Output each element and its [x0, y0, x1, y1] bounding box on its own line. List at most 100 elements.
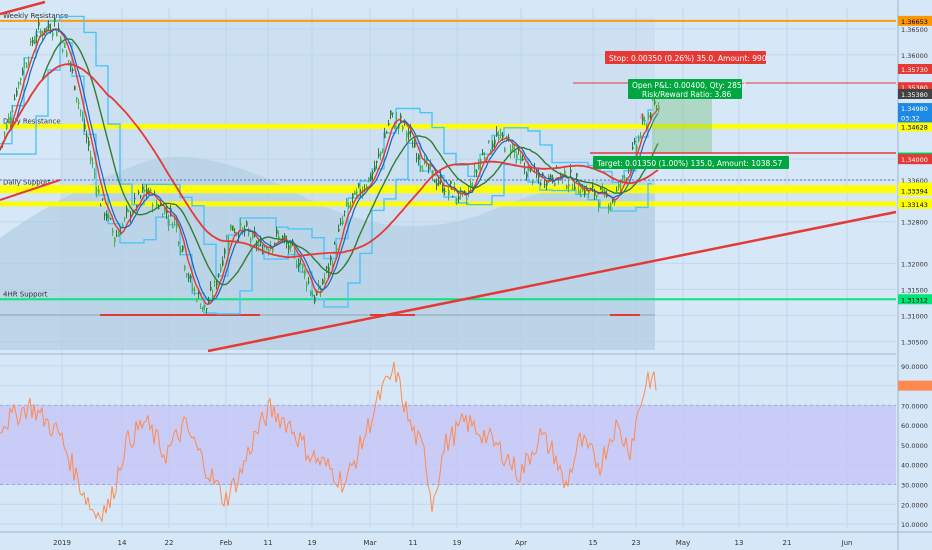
candle-body	[138, 191, 140, 193]
candle-body	[110, 218, 112, 220]
candle-body	[576, 173, 578, 177]
trendline[interactable]	[0, 0, 897, 353]
candle-body	[654, 101, 656, 104]
rsi-tick-label-0: 10.0000	[901, 521, 928, 529]
price-badge-label-4: 03:32	[901, 114, 920, 122]
candle-body	[218, 273, 220, 276]
position-tool[interactable]: Stop: 0.00350 (0.26%) 35.0, Amount: 990 O…	[573, 51, 896, 169]
time-tick-label-5: 19	[308, 539, 317, 547]
level-name-0: Weekly Resistance	[3, 12, 68, 20]
candle-body	[182, 245, 184, 251]
candle-body	[602, 188, 604, 191]
candle-body	[46, 26, 48, 28]
candle-body	[614, 199, 616, 203]
candle-body	[166, 211, 168, 214]
rsi-tick-label-5: 60.0000	[901, 422, 928, 430]
candle-body	[62, 49, 64, 52]
candle-body	[414, 142, 416, 148]
candle-body	[342, 220, 344, 224]
candle-body	[644, 120, 646, 123]
rsi-tick-label-6: 70.0000	[901, 402, 928, 410]
candle-body	[120, 232, 122, 235]
price-tick-label-0: 1.30500	[901, 339, 928, 347]
candle-body	[616, 190, 618, 192]
candle-body	[4, 132, 6, 134]
candle-body	[296, 264, 298, 268]
candle-body	[438, 180, 440, 185]
time-tick-label-15: Jun	[841, 539, 853, 547]
candle-body	[588, 191, 590, 194]
candle-body	[388, 123, 390, 125]
candle-body	[606, 195, 608, 197]
candle-body	[320, 288, 322, 293]
candle-body	[542, 172, 544, 177]
candle-body	[288, 245, 290, 250]
candle-body	[330, 256, 332, 261]
candle-body	[64, 44, 66, 48]
candle-body	[650, 112, 652, 117]
candle-body	[636, 145, 638, 150]
candle-body	[102, 198, 104, 200]
candle-body	[528, 167, 530, 172]
candle-body	[540, 183, 542, 185]
left-trendline[interactable]	[0, 179, 61, 201]
candle-body	[548, 175, 550, 180]
candle-body	[624, 176, 626, 179]
candle-body	[484, 157, 486, 161]
candle-body	[284, 235, 286, 240]
candle-body	[584, 190, 586, 195]
candle-body	[642, 116, 644, 122]
candle-body	[566, 185, 568, 189]
candle-body	[386, 132, 388, 134]
rsi-tick-label-2: 30.0000	[901, 482, 928, 490]
candle-body	[176, 224, 178, 229]
candle-body	[184, 265, 186, 270]
candle-body	[346, 203, 348, 205]
level-name-1: Daily Resistance	[3, 117, 61, 125]
target-label: Target: 0.01350 (1.00%) 135.0, Amount: 1…	[596, 159, 782, 168]
candle-body	[452, 196, 454, 198]
candle-body	[620, 185, 622, 187]
candle-body	[136, 205, 138, 207]
candle-body	[128, 210, 130, 212]
candle-body	[370, 175, 372, 181]
candle-body	[578, 190, 580, 194]
moving-averages	[0, 28, 659, 306]
candle-body	[168, 219, 170, 225]
candle-body	[338, 228, 340, 232]
candle-body	[422, 169, 424, 172]
candle-body	[598, 202, 600, 208]
time-tick-label-3: Feb	[220, 539, 233, 547]
candle-body	[322, 279, 324, 284]
candle-body	[488, 140, 490, 143]
price-tick-label-3: 1.32000	[901, 260, 928, 268]
candle-body	[332, 263, 334, 266]
candle-body	[564, 170, 566, 175]
candle-body	[146, 188, 148, 194]
candle-body	[610, 203, 612, 207]
candle-body	[52, 32, 54, 37]
candle-body	[250, 239, 252, 242]
price-badge-0	[898, 63, 932, 74]
candle-body	[350, 204, 352, 206]
candle-body	[194, 289, 196, 291]
candle-body	[396, 117, 398, 119]
rsi-pane	[0, 361, 896, 523]
candle-body	[258, 244, 260, 247]
candle-body	[416, 157, 418, 159]
candle-body	[124, 218, 126, 220]
time-tick-label-11: 23	[632, 539, 641, 547]
candle-body	[300, 263, 302, 265]
rising-trendline[interactable]	[207, 210, 897, 353]
candle-body	[80, 110, 82, 112]
candle-body	[310, 290, 312, 295]
candle-body	[202, 306, 204, 309]
candle-body	[390, 110, 392, 116]
top-left-trendline[interactable]	[0, 0, 46, 16]
candle-body	[374, 166, 376, 172]
candle-body	[268, 249, 270, 253]
candle-body	[382, 149, 384, 152]
candle-body	[192, 288, 194, 291]
candle-body	[470, 183, 472, 188]
